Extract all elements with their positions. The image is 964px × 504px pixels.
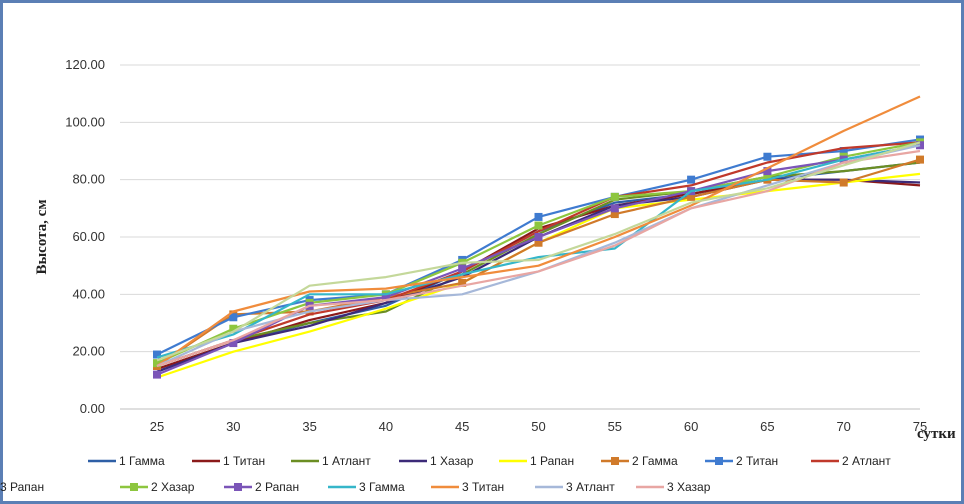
legend-label: 1 Гамма — [119, 454, 165, 468]
x-tick-label: 65 — [760, 419, 774, 434]
data-point — [534, 233, 543, 241]
legend-item: 3 Атлант — [535, 480, 615, 494]
series-line — [156, 141, 921, 362]
data-point — [229, 339, 238, 348]
x-tick-label: 75 — [913, 419, 927, 434]
x-tick-label: 50 — [531, 419, 545, 434]
x-tick-labels: 25 30 35 40 45 50 55 60 65 70 75 — [150, 419, 927, 434]
data-point — [839, 178, 848, 187]
data-point — [458, 264, 467, 273]
series-line — [156, 141, 921, 368]
legend-label: 2 Рапан — [255, 480, 299, 494]
y-tick-label: 120.00 — [65, 57, 105, 72]
data-point — [610, 210, 619, 219]
legend-item: 3 Рапан — [0, 480, 44, 494]
series-line — [156, 95, 921, 367]
legend-item: 1 Атлант — [291, 454, 371, 468]
legend-label: 3 Рапан — [0, 480, 44, 494]
data-point — [153, 370, 161, 379]
data-point — [381, 293, 390, 302]
legend-marker — [715, 457, 723, 465]
data-point — [229, 324, 238, 333]
legend-label: 3 Атлант — [566, 480, 615, 494]
data-point — [229, 313, 238, 322]
x-tick-label: 35 — [302, 419, 316, 434]
x-tick-label: 70 — [836, 419, 850, 434]
legend-label: 3 Хазар — [667, 480, 711, 494]
data-point — [763, 152, 772, 161]
legend-marker — [130, 483, 138, 491]
x-tick-label: 45 — [455, 419, 469, 434]
data-point — [610, 204, 619, 213]
data-point — [763, 172, 772, 181]
legend-item: 2 Атлант — [811, 454, 891, 468]
y-tick-labels: 0.00 20.00 40.00 60.00 80.00 100.00 120.00 — [65, 57, 105, 416]
legend-label: 2 Хазар — [151, 480, 195, 494]
gridlines — [120, 64, 920, 353]
legend-item: 1 Рапан — [499, 454, 574, 468]
x-tick-label: 60 — [684, 419, 698, 434]
legend: 1 Гамма 1 Титан 1 Атлант 1 Хазар 1 Рапан 2 Га… — [0, 454, 891, 494]
legend-item: 1 Титан — [192, 454, 265, 468]
legend-label: 2 Атлант — [842, 454, 891, 468]
legend-item: 3 Титан — [431, 480, 504, 494]
y-tick-label: 100.00 — [65, 114, 105, 129]
y-tick-label: 0.00 — [80, 401, 105, 416]
legend-label: 2 Титан — [736, 454, 778, 468]
legend-label: 1 Хазар — [430, 454, 474, 468]
data-point — [916, 141, 924, 150]
legend-item: 2 Рапан — [224, 480, 299, 494]
data-point — [458, 278, 467, 287]
y-tick-label: 80.00 — [72, 172, 105, 187]
x-tick-label: 55 — [608, 419, 622, 434]
legend-item: 3 Хазар — [636, 480, 711, 494]
legend-item: 2 Хазар — [120, 480, 195, 494]
y-tick-label: 40.00 — [72, 286, 105, 301]
data-point — [534, 221, 543, 230]
legend-item: 2 Гамма — [601, 454, 678, 468]
legend-label: 3 Гамма — [359, 480, 405, 494]
y-tick-label: 20.00 — [72, 344, 105, 359]
data-point — [687, 192, 696, 201]
legend-label: 1 Атлант — [322, 454, 371, 468]
data-point — [763, 167, 772, 176]
legend-label: 1 Рапан — [530, 454, 574, 468]
x-tick-label: 25 — [150, 419, 164, 434]
data-point — [153, 359, 161, 368]
legend-label: 2 Гамма — [632, 454, 678, 468]
y-tick-label: 60.00 — [72, 229, 105, 244]
legend-marker — [611, 457, 619, 465]
data-point — [153, 350, 161, 359]
legend-marker — [234, 483, 242, 491]
data-point — [610, 192, 619, 201]
legend-label: 3 Титан — [462, 480, 504, 494]
series-group — [153, 95, 924, 379]
x-tick-label: 40 — [379, 419, 393, 434]
y-axis-label: Высота, см — [34, 199, 50, 274]
data-point — [916, 155, 924, 164]
legend-item: 1 Хазар — [399, 454, 474, 468]
x-axis-label: сутки — [917, 426, 956, 442]
legend-item: 1 Гамма — [88, 454, 165, 468]
data-point — [534, 238, 543, 247]
legend-item: 3 Гамма — [328, 480, 405, 494]
series-line — [156, 144, 921, 359]
legend-item: 2 Титан — [705, 454, 778, 468]
x-tick-label: 30 — [226, 419, 240, 434]
data-point — [534, 212, 543, 221]
legend-label: 1 Титан — [223, 454, 265, 468]
data-point — [839, 147, 848, 155]
data-point — [687, 175, 696, 184]
